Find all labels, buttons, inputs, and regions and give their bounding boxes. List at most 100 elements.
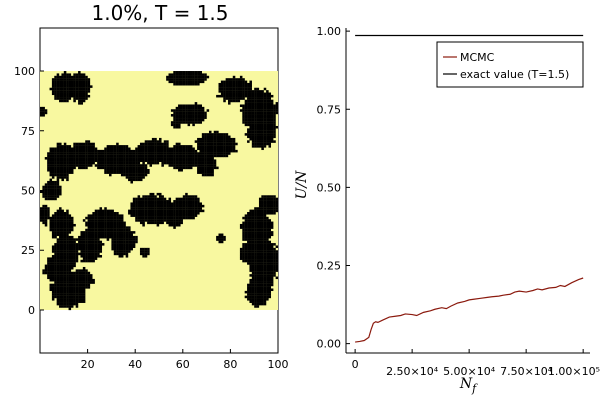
spin-down-cell bbox=[173, 121, 176, 124]
spin-down-cell bbox=[97, 212, 100, 215]
spin-down-cell bbox=[256, 231, 260, 234]
spin-down-cell bbox=[258, 233, 262, 237]
spin-down-cell bbox=[199, 159, 202, 162]
spin-down-cell bbox=[199, 78, 202, 81]
spin-down-cell bbox=[144, 145, 148, 148]
spin-down-cell bbox=[111, 164, 114, 167]
spin-down-cell bbox=[273, 106, 276, 110]
spin-down-cell bbox=[268, 221, 272, 225]
spin-down-cell bbox=[63, 176, 67, 179]
spin-down-cell bbox=[44, 188, 48, 191]
spin-down-cell bbox=[270, 209, 274, 213]
spin-down-cell bbox=[63, 164, 67, 167]
spin-down-cell bbox=[87, 80, 91, 84]
spin-down-cell bbox=[135, 166, 138, 170]
spin-down-cell bbox=[175, 125, 179, 129]
spin-down-cell bbox=[89, 85, 93, 88]
spin-down-cell bbox=[139, 202, 143, 205]
spin-down-cell bbox=[187, 164, 191, 167]
spin-down-cell bbox=[192, 111, 195, 115]
spin-down-cell bbox=[97, 154, 100, 158]
spin-down-cell bbox=[263, 223, 267, 227]
spin-down-cell bbox=[137, 204, 141, 208]
spin-down-cell bbox=[254, 212, 257, 215]
spin-down-cell bbox=[194, 114, 198, 117]
spin-down-cell bbox=[54, 290, 57, 294]
spin-down-cell bbox=[47, 183, 50, 186]
spin-down-cell bbox=[261, 302, 264, 306]
spin-down-cell bbox=[273, 116, 276, 119]
spin-down-cell bbox=[75, 238, 79, 241]
spin-down-cell bbox=[194, 73, 198, 76]
spin-down-cell bbox=[213, 133, 217, 136]
spin-down-cell bbox=[66, 269, 69, 272]
spin-down-cell bbox=[180, 111, 183, 115]
spin-down-cell bbox=[256, 90, 260, 93]
spin-down-cell bbox=[175, 145, 179, 148]
spin-down-cell bbox=[130, 233, 133, 237]
spin-down-cell bbox=[151, 149, 155, 153]
spin-down-cell bbox=[82, 274, 86, 277]
spin-down-cell bbox=[256, 269, 260, 272]
spin-down-cell bbox=[89, 240, 93, 244]
spin-down-cell bbox=[54, 266, 57, 270]
spin-down-cell bbox=[47, 166, 50, 170]
spin-down-cell bbox=[178, 161, 181, 165]
spin-down-cell bbox=[192, 152, 195, 155]
spin-down-cell bbox=[75, 300, 79, 303]
spin-down-cell bbox=[244, 214, 248, 217]
spin-down-cell bbox=[223, 99, 226, 103]
spin-down-cell bbox=[89, 221, 93, 225]
spin-down-cell bbox=[75, 92, 79, 96]
spin-down-cell bbox=[261, 266, 264, 270]
spin-down-cell bbox=[273, 202, 276, 205]
spin-down-cell bbox=[208, 161, 212, 165]
spin-down-cell bbox=[59, 185, 62, 189]
spin-down-cell bbox=[261, 233, 264, 237]
spin-down-cell bbox=[63, 274, 67, 277]
spin-down-cell bbox=[244, 221, 248, 225]
spin-down-cell bbox=[56, 173, 60, 177]
spin-down-cell bbox=[63, 171, 67, 174]
spin-down-cell bbox=[66, 238, 69, 241]
spin-down-cell bbox=[80, 283, 83, 287]
spin-down-cell bbox=[175, 202, 179, 205]
spin-down-cell bbox=[170, 161, 174, 165]
spin-down-cell bbox=[66, 97, 69, 100]
spin-down-cell bbox=[135, 219, 138, 222]
spin-down-cell bbox=[211, 166, 214, 170]
spin-down-cell bbox=[92, 240, 95, 244]
spin-down-cell bbox=[109, 145, 112, 148]
spin-down-cell bbox=[180, 106, 183, 110]
spin-down-cell bbox=[80, 80, 83, 84]
spin-down-cell bbox=[242, 94, 245, 98]
spin-down-cell bbox=[166, 216, 169, 220]
spin-down-cell bbox=[54, 168, 57, 172]
spin-down-cell bbox=[192, 121, 195, 124]
spin-down-cell bbox=[89, 255, 93, 258]
spin-down-cell bbox=[66, 295, 69, 299]
spin-down-cell bbox=[61, 231, 64, 234]
spin-down-cell bbox=[163, 214, 167, 217]
spin-down-cell bbox=[85, 269, 88, 272]
spin-down-cell bbox=[92, 212, 95, 215]
spin-down-cell bbox=[56, 157, 60, 160]
spin-down-cell bbox=[63, 240, 67, 244]
spin-down-cell bbox=[213, 154, 217, 158]
spin-down-cell bbox=[59, 264, 62, 268]
spin-down-cell bbox=[192, 154, 195, 158]
spin-down-cell bbox=[139, 247, 143, 251]
spin-down-cell bbox=[68, 154, 72, 158]
spin-down-cell bbox=[73, 286, 76, 289]
spin-down-cell bbox=[244, 257, 248, 260]
spin-down-cell bbox=[128, 231, 131, 234]
spin-down-cell bbox=[161, 159, 164, 162]
spin-down-cell bbox=[85, 252, 88, 256]
spin-down-cell bbox=[270, 278, 274, 282]
spin-down-cell bbox=[225, 92, 229, 96]
spin-down-cell bbox=[101, 216, 105, 220]
spin-down-cell bbox=[56, 269, 60, 272]
spin-down-cell bbox=[239, 85, 243, 88]
spin-down-cell bbox=[235, 82, 238, 86]
spin-down-cell bbox=[99, 214, 103, 217]
